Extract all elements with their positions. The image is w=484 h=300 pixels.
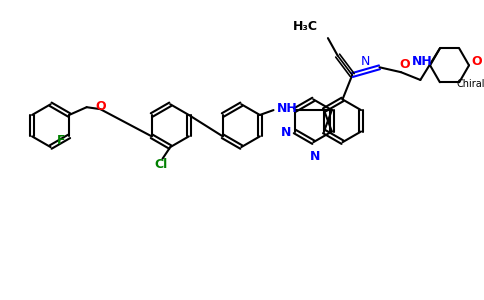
Text: NH: NH [277, 102, 298, 115]
Text: N: N [310, 150, 320, 163]
Text: O: O [399, 58, 410, 71]
Text: Chiral: Chiral [457, 79, 484, 89]
Text: N: N [281, 126, 291, 139]
Text: N: N [361, 55, 371, 68]
Text: O: O [95, 100, 106, 113]
Text: O: O [471, 55, 482, 68]
Text: Cl: Cl [154, 158, 167, 171]
Text: NH: NH [412, 55, 433, 68]
Text: H₃C: H₃C [293, 20, 318, 33]
Text: F: F [57, 134, 66, 147]
